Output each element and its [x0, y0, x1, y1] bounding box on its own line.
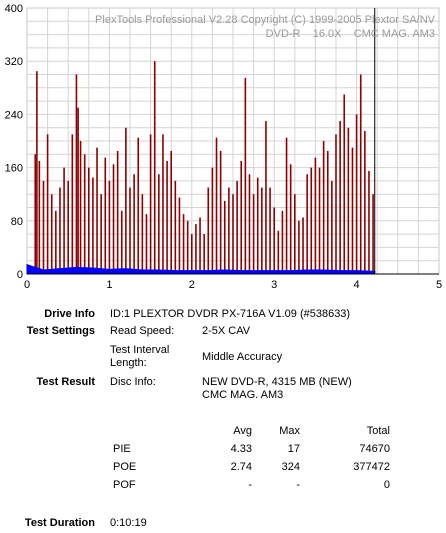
test-duration-value: 0:10:19	[110, 517, 147, 529]
stats-header-total: Total	[366, 425, 390, 437]
x-tick-label: 4	[354, 279, 360, 291]
pie-point	[207, 270, 209, 272]
test-result-label: Test Result	[36, 376, 95, 388]
pie-point	[92, 267, 94, 269]
pie-point	[59, 268, 61, 270]
drive-info-label: Drive Info	[44, 308, 95, 320]
stats-row-pie-avg: 4.33	[230, 443, 252, 455]
pie-point	[306, 269, 308, 271]
stats-row-poe-total: 377472	[353, 461, 390, 473]
drive-info-value: ID:1 PLEXTOR DVDR PX-716A V1.09 (#538633…	[110, 308, 351, 320]
axis-ticks: 0 80 160 240 320 400 0 1 2 3 4 5	[5, 3, 442, 291]
x-tick-label: 1	[106, 279, 112, 291]
chart-header-line-2: DVD-R 16.0X CMC MAG. AM3	[266, 28, 435, 40]
test-duration-label: Test Duration	[24, 517, 95, 529]
read-speed-value: 2-5X CAV	[202, 325, 251, 337]
pie-point	[108, 268, 110, 270]
stats-row-pie-total: 74670	[359, 443, 390, 455]
stats-row-pof-max: -	[296, 479, 300, 491]
stats-row-pof-total: 0	[383, 479, 390, 491]
pie-point	[191, 270, 193, 272]
x-tick-label: 5	[436, 279, 442, 291]
stats-row-pof-avg: -	[248, 479, 252, 491]
y-tick-label: 320	[5, 56, 23, 68]
pie-point	[323, 269, 325, 271]
stats-row-pie-name: PIE	[113, 443, 131, 455]
stats-row-poe-name: POE	[113, 461, 137, 473]
y-tick-label: 80	[11, 216, 23, 228]
test-interval-value: Middle Accuracy	[202, 351, 283, 363]
pie-point	[257, 270, 259, 272]
test-interval-label-2: Length:	[110, 357, 147, 369]
pie-point	[224, 269, 226, 271]
pie-point	[141, 269, 143, 271]
pie-point	[75, 266, 78, 268]
stats-header-max: Max	[279, 425, 300, 437]
y-tick-label: 160	[5, 163, 23, 175]
disc-info-value-1: NEW DVD-R, 4315 MB (NEW)	[202, 376, 352, 388]
stats-row-poe-max: 324	[281, 461, 300, 473]
disc-info-value-2: CMC MAG. AM3	[202, 389, 284, 401]
pie-point	[42, 269, 45, 271]
pie-point	[339, 270, 341, 272]
read-speed-label: Read Speed:	[110, 325, 175, 337]
chart-header-line-1: PlexTools Professional V2.28 Copyright (…	[95, 14, 436, 26]
stats-row-poe-avg: 2.74	[230, 461, 252, 473]
disc-info-label: Disc Info:	[110, 376, 156, 388]
stats-header-avg: Avg	[233, 425, 252, 437]
pie-point	[240, 270, 242, 272]
x-tick-label: 0	[24, 279, 30, 291]
x-tick-label: 3	[271, 279, 277, 291]
test-settings-label: Test Settings	[26, 325, 95, 337]
test-interval-label-1: Test Interval	[110, 344, 170, 356]
pie-point	[174, 270, 176, 272]
stats-row-pie-max: 17	[287, 443, 300, 455]
y-tick-label: 0	[17, 269, 23, 281]
pie-point	[356, 270, 358, 272]
pie-point	[290, 270, 292, 272]
pie-series	[26, 264, 376, 275]
pie-point	[273, 270, 275, 272]
pie-point	[158, 269, 160, 271]
stats-row-pof-name: POF	[113, 479, 136, 491]
x-tick-label: 2	[189, 279, 195, 291]
y-tick-label: 400	[5, 3, 23, 15]
pie-poe-chart: 0 80 160 240 320 400 0 1 2 3 4 5 PlexTools Professi…	[5, 3, 442, 291]
pie-point	[125, 268, 127, 270]
y-tick-label: 240	[5, 109, 23, 121]
pie-point	[26, 264, 28, 266]
poe-series	[34, 61, 374, 274]
